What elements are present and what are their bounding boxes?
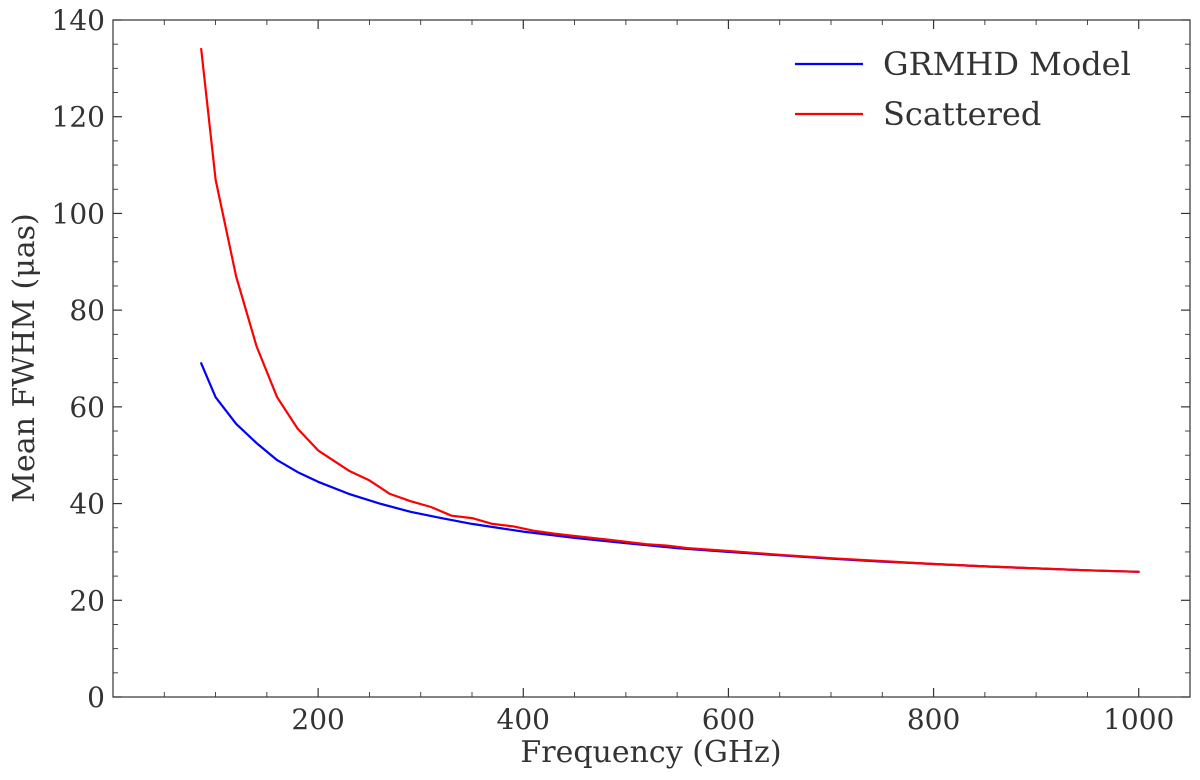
x-axis-label: Frequency (GHz) bbox=[520, 735, 781, 770]
series-line-grmhd-model bbox=[200, 362, 1140, 573]
series-line-scattered bbox=[200, 47, 1140, 573]
y-tick-label: 80 bbox=[69, 294, 105, 327]
x-tick-label: 400 bbox=[497, 703, 550, 736]
x-tick-label: 600 bbox=[702, 703, 755, 736]
y-tick-label: 140 bbox=[52, 4, 105, 37]
minor-ticks bbox=[113, 20, 1190, 697]
legend: GRMHD Model Scattered bbox=[795, 45, 1131, 133]
legend-label-grmhd-model: GRMHD Model bbox=[883, 45, 1131, 83]
y-tick-labels: 0 20 40 60 80 100 120 140 bbox=[52, 4, 105, 714]
legend-label-scattered: Scattered bbox=[883, 95, 1041, 133]
x-tick-labels: 200 400 600 800 1000 bbox=[291, 703, 1174, 736]
y-tick-label: 20 bbox=[69, 584, 105, 617]
y-axis-label: Mean FWHM (μas) bbox=[7, 213, 42, 502]
y-tick-label: 0 bbox=[87, 681, 105, 714]
y-tick-label: 40 bbox=[69, 488, 105, 521]
major-ticks bbox=[113, 19, 1190, 698]
x-tick-label: 200 bbox=[291, 703, 344, 736]
x-tick-label: 1000 bbox=[1103, 703, 1174, 736]
y-tick-label: 60 bbox=[69, 391, 105, 424]
series-lines bbox=[200, 47, 1140, 573]
x-tick-label: 800 bbox=[907, 703, 960, 736]
y-tick-label: 100 bbox=[52, 197, 105, 230]
y-tick-label: 120 bbox=[52, 101, 105, 134]
